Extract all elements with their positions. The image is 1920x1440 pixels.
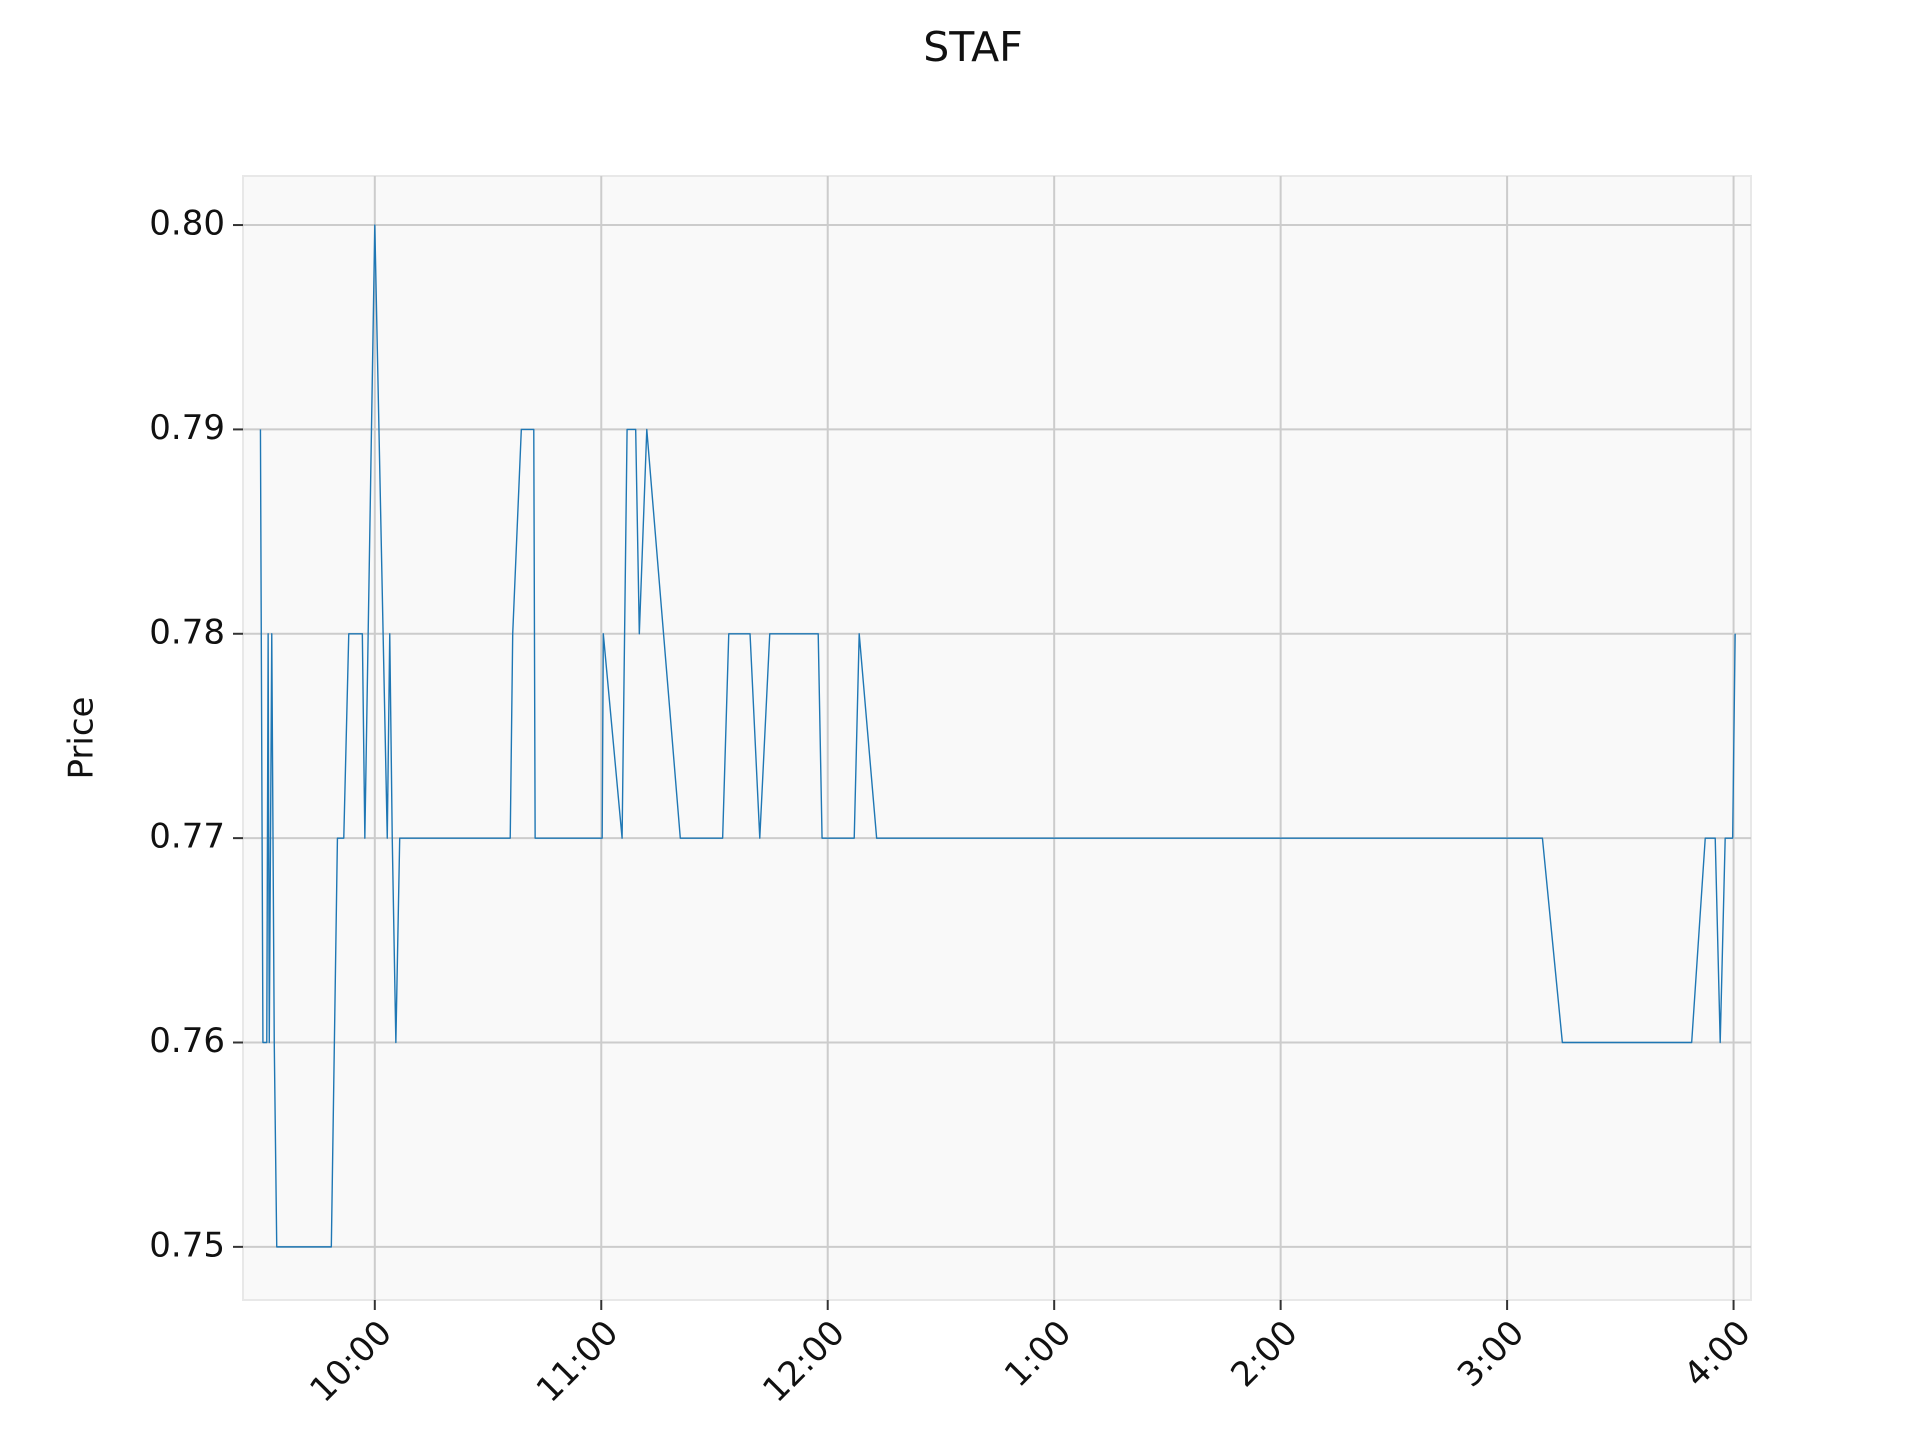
x-tick-label: 1:00	[997, 1313, 1079, 1395]
plot-area	[242, 175, 1752, 1301]
y-tick-label: 0.77	[149, 817, 225, 857]
x-tick-label: 4:00	[1676, 1313, 1758, 1395]
y-tick-label: 0.78	[149, 612, 225, 652]
x-tick-label: 3:00	[1450, 1313, 1532, 1395]
y-tick-label: 0.79	[149, 408, 225, 448]
price-line	[259, 224, 1736, 1248]
x-tick-label: 2:00	[1223, 1313, 1305, 1395]
x-tick-label: 12:00	[755, 1313, 853, 1411]
y-tick-label: 0.80	[149, 204, 225, 244]
y-tick-label: 0.76	[149, 1021, 225, 1061]
y-axis-label: Price	[62, 697, 102, 780]
chart-title: STAF	[923, 23, 1023, 71]
y-tick-label: 0.75	[149, 1225, 225, 1265]
x-tick-label: 11:00	[529, 1313, 627, 1411]
x-tick-label: 10:00	[302, 1313, 400, 1411]
